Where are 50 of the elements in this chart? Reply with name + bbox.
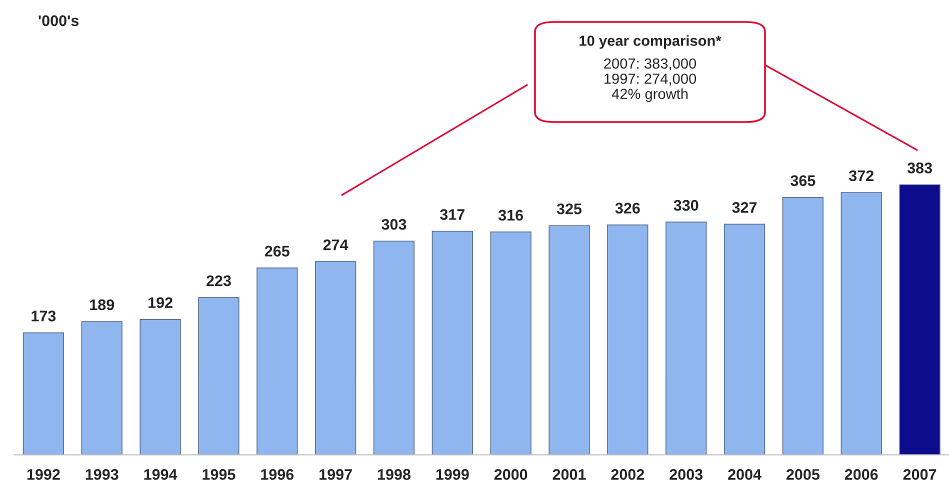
bar	[140, 318, 181, 455]
x-tick-label: 2002	[611, 469, 644, 480]
x-tick-label: 2000	[494, 469, 528, 480]
x-tick-label: 2004	[728, 469, 762, 480]
data-label: 372	[848, 170, 874, 182]
data-label: 173	[32, 310, 56, 322]
x-tick-label: 1993	[86, 469, 118, 480]
data-label: 325	[556, 203, 582, 214]
bar	[373, 240, 415, 455]
data-label: 365	[790, 175, 816, 186]
data-label: 383	[907, 162, 932, 174]
text: '000's	[38, 15, 79, 26]
text: 10 year comparison* 2007: 383,000 1997: 274,000 42% growth	[580, 35, 722, 102]
x-tick-label: 1995	[202, 469, 236, 480]
bar	[81, 321, 122, 455]
x-tick-label: 1997	[320, 469, 352, 480]
x-tick-label: 1994	[144, 469, 178, 480]
x-tick-label: 1999	[436, 469, 469, 480]
bar	[782, 197, 824, 455]
bar	[490, 232, 532, 455]
bar	[899, 184, 940, 455]
x-tick-label: 2001	[552, 469, 586, 480]
data-label: 330	[674, 200, 698, 211]
data-label: 326	[615, 202, 640, 214]
bar	[314, 261, 356, 455]
x-tick-label: 1992	[27, 469, 60, 480]
bar	[256, 268, 298, 455]
data-label: 317	[440, 209, 464, 220]
bar	[607, 224, 648, 455]
data-label: 189	[90, 299, 114, 310]
x-tick-label: 2007	[903, 469, 936, 480]
data-label: 274	[323, 239, 348, 250]
bar	[666, 222, 707, 455]
bar	[22, 332, 64, 455]
x-tick-label: 1998	[378, 469, 411, 480]
bar	[840, 192, 882, 455]
data-label: 192	[148, 297, 172, 308]
data-label: 316	[498, 210, 524, 221]
data-label: 265	[264, 246, 290, 257]
x-tick-label: 2003	[670, 469, 703, 480]
bar	[198, 297, 240, 455]
x-tick-label: 1996	[261, 469, 294, 480]
bar	[724, 224, 766, 455]
data-label: 303	[382, 218, 406, 230]
bar	[432, 230, 473, 455]
x-tick-label: 2006	[844, 469, 878, 480]
bar	[548, 225, 590, 455]
data-label: 223	[206, 275, 231, 286]
x-tick-label: 2005	[786, 469, 820, 480]
data-label: 327	[732, 202, 757, 213]
